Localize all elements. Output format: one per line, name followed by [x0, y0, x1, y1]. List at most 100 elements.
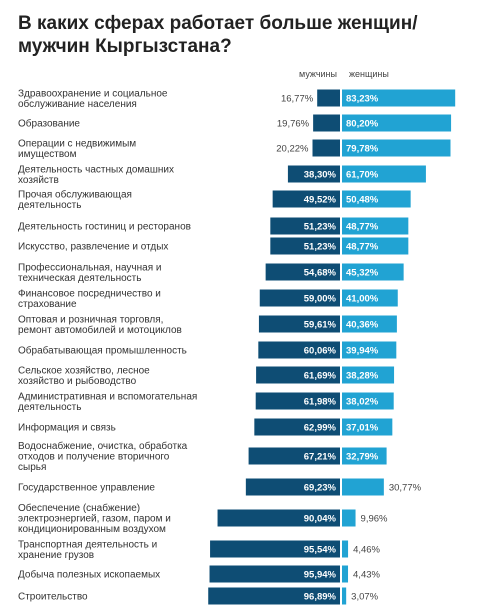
- category-label: Информация и связь: [18, 422, 116, 434]
- value-label-women: 40,36%: [346, 320, 379, 331]
- category-label: хозяйство и рыбоводство: [18, 375, 137, 387]
- bar-men: [254, 418, 340, 436]
- value-label-women: 48,77%: [346, 242, 379, 253]
- bar-men: [245, 478, 340, 496]
- value-label-women: 32,79%: [346, 452, 379, 463]
- bar-women: [342, 366, 395, 384]
- category-label: Транспортная деятельность и: [18, 539, 157, 550]
- bar-women: [342, 237, 409, 255]
- legend-women: женщины: [349, 69, 389, 79]
- bar-men: [210, 540, 340, 558]
- bar-men: [287, 165, 340, 183]
- value-label-men: 38,30%: [304, 170, 337, 181]
- value-label-men: 95,54%: [304, 545, 337, 556]
- category-label: техническая деятельность: [18, 273, 141, 284]
- category-label: кондиционированным воздухом: [18, 524, 166, 535]
- chart-title: В каких сферах работает больше женщин/ м…: [18, 13, 418, 57]
- bar-men: [208, 587, 340, 605]
- value-label-men: 59,00%: [304, 294, 337, 305]
- bar-men: [270, 237, 340, 255]
- bar-men: [217, 509, 340, 527]
- value-label-men: 61,98%: [304, 397, 337, 408]
- category-label: Деятельность гостиниц и ресторанов: [18, 222, 191, 233]
- value-label-women: 3,07%: [351, 592, 378, 603]
- category-label: страхование: [18, 299, 77, 310]
- bar-women: [342, 341, 397, 359]
- value-label-men: 69,23%: [304, 483, 337, 494]
- bar-women: [342, 89, 456, 107]
- category-label: Обрабатывающая промышленность: [18, 345, 187, 357]
- category-label: хозяйств: [18, 175, 59, 186]
- category-label: Водоснабжение, очистка, обработка: [18, 440, 188, 452]
- value-label-men: 49,52%: [304, 195, 337, 206]
- category-label: Операции с недвижимым: [18, 138, 136, 149]
- category-label: Государственное управление: [18, 483, 155, 494]
- value-label-women: 45,32%: [346, 268, 379, 279]
- category-label: Деятельность частных домашних: [18, 164, 174, 175]
- value-label-men: 51,23%: [304, 242, 337, 253]
- value-label-women: 39,94%: [346, 346, 379, 357]
- bar-women: [342, 263, 404, 281]
- category-label: Финансовое посредничество и: [18, 288, 161, 299]
- value-label-men: 54,68%: [304, 268, 337, 279]
- bar-men: [255, 392, 340, 410]
- value-label-women: 30,77%: [389, 483, 422, 494]
- value-label-women: 38,02%: [346, 397, 379, 408]
- bar-women: [342, 392, 394, 410]
- category-label: Добыча полезных ископаемых: [18, 569, 160, 581]
- value-label-men: 19,76%: [277, 119, 310, 130]
- category-label: Здравоохранение и социальное: [18, 88, 168, 99]
- value-label-women: 4,46%: [353, 545, 380, 556]
- value-label-women: 50,48%: [346, 195, 379, 206]
- legend-men: мужчины: [299, 69, 337, 79]
- value-label-men: 16,77%: [281, 94, 314, 105]
- category-label: Образование: [18, 118, 80, 130]
- value-label-women: 61,70%: [346, 170, 379, 181]
- bar-women: [342, 540, 349, 558]
- bar-women: [342, 418, 393, 436]
- value-label-men: 96,89%: [304, 592, 337, 603]
- bar-men: [272, 190, 340, 208]
- bar-women: [342, 217, 409, 235]
- category-label: обслуживание населения: [18, 98, 137, 110]
- bar-men: [209, 565, 340, 583]
- bar-women: [342, 139, 451, 157]
- bar-men: [317, 89, 340, 107]
- value-label-men: 61,69%: [304, 371, 337, 382]
- value-label-men: 60,06%: [304, 346, 337, 357]
- value-label-women: 41,00%: [346, 294, 379, 305]
- bar-men: [313, 114, 340, 132]
- value-label-women: 38,28%: [346, 371, 379, 382]
- bar-women: [342, 315, 397, 333]
- bar-men: [270, 217, 340, 235]
- value-label-men: 95,94%: [304, 570, 337, 581]
- category-label: Искусство, развлечение и отдых: [18, 242, 168, 253]
- bar-men: [248, 447, 340, 465]
- value-label-women: 83,23%: [346, 94, 379, 105]
- bar-men: [258, 341, 340, 359]
- value-label-men: 20,22%: [276, 144, 309, 155]
- value-label-men: 67,21%: [304, 452, 337, 463]
- value-label-men: 59,61%: [304, 320, 337, 331]
- bar-men: [258, 315, 340, 333]
- category-label: Прочая обслуживающая: [18, 188, 132, 200]
- value-label-women: 48,77%: [346, 222, 379, 233]
- value-label-men: 51,23%: [304, 222, 337, 233]
- bar-women: [342, 289, 398, 307]
- bar-women: [342, 447, 387, 465]
- bar-women: [342, 587, 347, 605]
- category-label: имуществом: [18, 149, 77, 160]
- bar-women: [342, 565, 349, 583]
- category-label: хранение грузов: [18, 550, 94, 561]
- bar-men: [312, 139, 340, 157]
- category-label: электроэнергией, газом, паром и: [18, 514, 171, 525]
- bar-women: [342, 114, 452, 132]
- value-label-men: 62,99%: [304, 423, 337, 434]
- category-label: Оптовая и розничная торговля,: [18, 314, 163, 325]
- bar-men: [256, 366, 340, 384]
- category-label: деятельность: [18, 402, 81, 413]
- bar-women: [342, 509, 356, 527]
- value-label-women: 37,01%: [346, 423, 379, 434]
- category-label: ремонт автомобилей и мотоциклов: [18, 324, 182, 336]
